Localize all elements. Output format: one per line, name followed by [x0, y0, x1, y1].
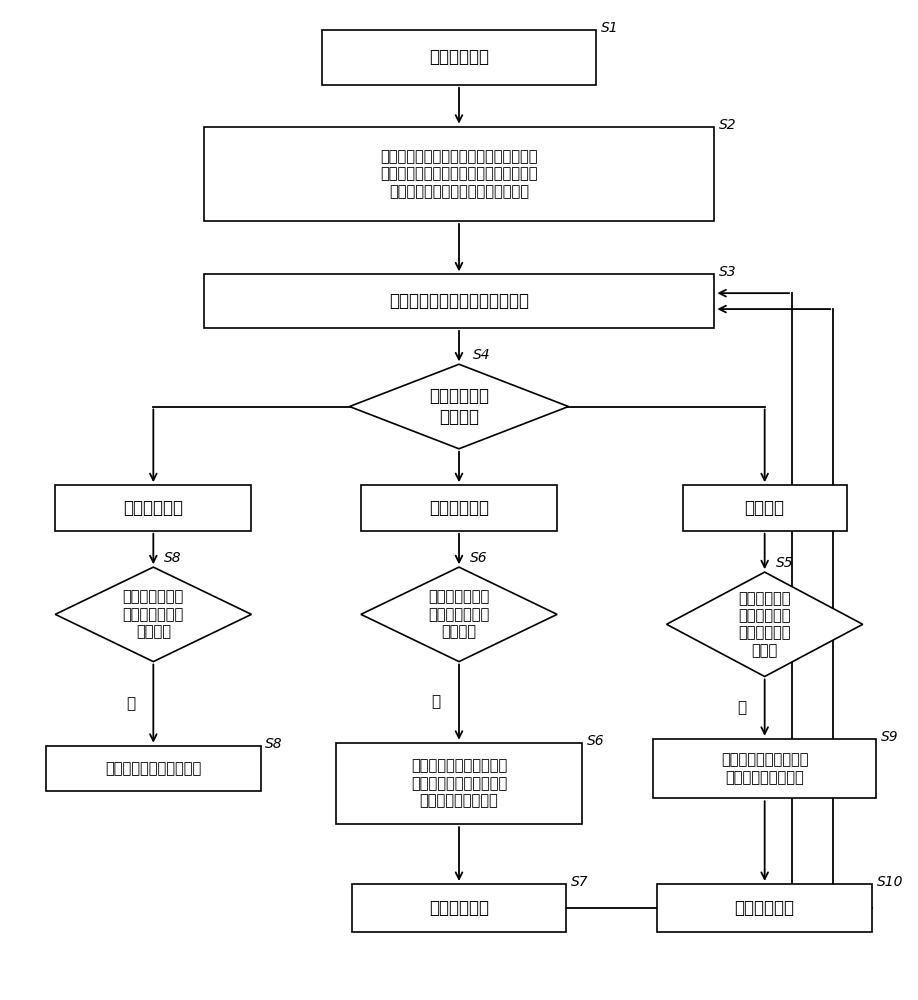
Text: 设置待测试电池的测试
状态为放电测试状态: 设置待测试电池的测试 状态为放电测试状态: [721, 752, 809, 785]
Text: S7: S7: [571, 875, 588, 889]
Polygon shape: [666, 572, 863, 677]
Polygon shape: [55, 567, 252, 662]
Text: S10: S10: [877, 875, 903, 889]
Polygon shape: [350, 364, 568, 449]
FancyBboxPatch shape: [55, 485, 252, 531]
Text: S2: S2: [719, 118, 736, 132]
Text: S8: S8: [164, 551, 182, 565]
Text: S3: S3: [719, 265, 736, 279]
FancyBboxPatch shape: [322, 30, 596, 85]
Text: 进行放电测试: 进行放电测试: [734, 899, 795, 917]
Text: S9: S9: [881, 730, 899, 744]
FancyBboxPatch shape: [361, 485, 557, 531]
Text: 是: 是: [126, 696, 135, 711]
Text: 基于所述测试程序设置待测试电池的测试
状态为初始状态，所述测试状态包括初始
状态、充电测试状态和放电测试状态: 基于所述测试程序设置待测试电池的测试 状态为初始状态，所述测试状态包括初始 状态…: [380, 149, 538, 199]
FancyBboxPatch shape: [683, 485, 846, 531]
Text: S6: S6: [587, 734, 604, 748]
Text: 充电测试状态: 充电测试状态: [123, 499, 184, 517]
Text: 待测试电池充电测试成功: 待测试电池充电测试成功: [106, 761, 201, 776]
Text: 运行测试程序: 运行测试程序: [429, 48, 489, 66]
Text: 待测试电池的
当前电量是否
位于测试充放
电区间: 待测试电池的 当前电量是否 位于测试充放 电区间: [738, 591, 791, 658]
Text: 待测试电池的当
前电量是否低于
放电阈值: 待测试电池的当 前电量是否低于 放电阈值: [429, 589, 489, 639]
FancyBboxPatch shape: [204, 127, 714, 221]
Polygon shape: [361, 567, 557, 662]
Text: 获取所述待测试电池的当前电量: 获取所述待测试电池的当前电量: [389, 292, 529, 310]
FancyBboxPatch shape: [352, 884, 566, 932]
Text: 进行充电测试: 进行充电测试: [429, 899, 489, 917]
Text: 是: 是: [737, 700, 746, 715]
FancyBboxPatch shape: [653, 739, 877, 798]
Text: 待测试电池放电测试成功
并设置待测试电池的测试
状态为充电测试状态: 待测试电池放电测试成功 并设置待测试电池的测试 状态为充电测试状态: [411, 759, 507, 808]
Text: 待测试电池的当
前电量是否大于
充电阈值: 待测试电池的当 前电量是否大于 充电阈值: [123, 589, 184, 639]
FancyBboxPatch shape: [657, 884, 872, 932]
Text: S5: S5: [776, 556, 793, 570]
Text: S1: S1: [600, 21, 618, 35]
FancyBboxPatch shape: [204, 274, 714, 328]
Text: S8: S8: [265, 737, 283, 751]
Text: S4: S4: [473, 348, 490, 362]
FancyBboxPatch shape: [336, 743, 582, 824]
Text: 是: 是: [431, 695, 441, 710]
Text: 初始状态: 初始状态: [744, 499, 785, 517]
Text: 放电测试状态: 放电测试状态: [429, 499, 489, 517]
Text: 待测试电池的
测试状态: 待测试电池的 测试状态: [429, 387, 489, 426]
Text: S6: S6: [470, 551, 487, 565]
FancyBboxPatch shape: [46, 746, 261, 791]
